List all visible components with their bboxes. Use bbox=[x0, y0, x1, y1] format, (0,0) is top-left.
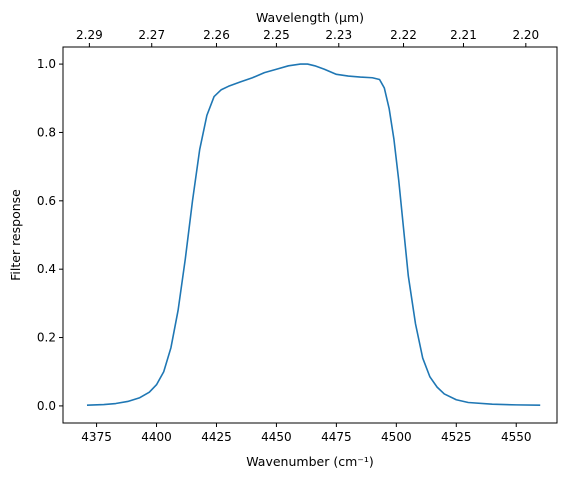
x-tick-label: 4550 bbox=[501, 430, 532, 444]
y-axis-label: Filter response bbox=[8, 189, 23, 281]
x-tick-label: 4450 bbox=[261, 430, 292, 444]
x-tick-label: 4425 bbox=[201, 430, 232, 444]
x-tick-label: 4475 bbox=[321, 430, 352, 444]
x-tick-label: 4375 bbox=[81, 430, 112, 444]
top-tick-label: 2.26 bbox=[203, 28, 230, 42]
x-tick-label: 4525 bbox=[441, 430, 472, 444]
top-tick-label: 2.29 bbox=[76, 28, 103, 42]
top-tick-label: 2.27 bbox=[138, 28, 165, 42]
top-tick-label: 2.23 bbox=[325, 28, 352, 42]
y-tick-label: 0.4 bbox=[37, 262, 56, 276]
y-tick-label: 0.0 bbox=[37, 399, 56, 413]
x-tick-label: 4400 bbox=[141, 430, 172, 444]
y-tick-label: 0.2 bbox=[37, 331, 56, 345]
top-tick-label: 2.21 bbox=[450, 28, 477, 42]
top-tick-label: 2.20 bbox=[512, 28, 539, 42]
y-tick-label: 1.0 bbox=[37, 57, 56, 71]
response-curve-line bbox=[86, 63, 541, 407]
y-tick-label: 0.8 bbox=[37, 125, 56, 139]
x-tick-label: 4500 bbox=[381, 430, 412, 444]
x-axis-label: Wavenumber (cm⁻¹) bbox=[246, 454, 373, 469]
top-tick-label: 2.22 bbox=[390, 28, 417, 42]
y-tick-label: 0.6 bbox=[37, 194, 56, 208]
top-axis-label: Wavelength (μm) bbox=[256, 10, 364, 25]
top-tick-label: 2.25 bbox=[263, 28, 290, 42]
plot-frame bbox=[62, 46, 558, 424]
